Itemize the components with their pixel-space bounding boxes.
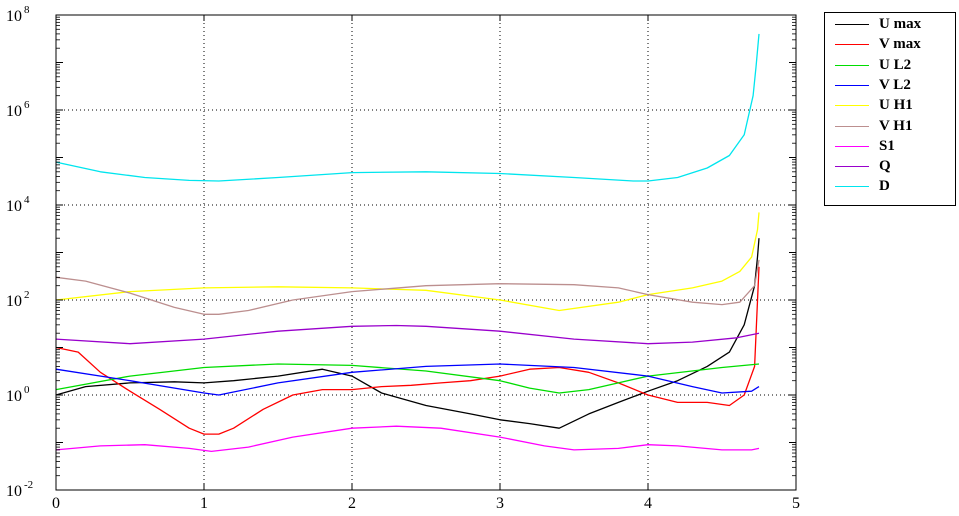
legend-label: S1 (879, 137, 895, 154)
y-tick-label-exponent: 2 (24, 289, 30, 301)
series-line-u-h1 (55, 212, 760, 312)
legend-swatch (835, 44, 869, 46)
legend-swatch (835, 84, 869, 86)
legend-swatch (835, 145, 869, 147)
legend-swatch (835, 105, 869, 107)
y-tick-label-exponent: 4 (24, 194, 30, 206)
legend-item: V H1 (825, 117, 955, 135)
y-tick-label-exponent: 0 (24, 384, 30, 396)
legend-item: U max (825, 16, 955, 33)
series-line-v-max (55, 266, 760, 435)
legend-item: D (825, 178, 955, 195)
x-tick-label: 3 (496, 495, 504, 512)
x-tick-label: 2 (348, 495, 356, 512)
y-tick-label-base: 10 (6, 198, 22, 215)
y-tick-label-base: 10 (6, 388, 22, 405)
y-tick-label-exponent: 8 (24, 4, 30, 16)
x-tick-label: 1 (200, 495, 208, 512)
legend-item: V max (825, 36, 955, 53)
legend-item: S1 (825, 137, 955, 155)
legend-label: V max (879, 36, 921, 53)
legend-item: U H1 (825, 97, 955, 114)
legend-label: V H1 (879, 117, 913, 134)
x-tick-label: 4 (644, 495, 652, 512)
y-tick-label-base: 10 (6, 103, 22, 120)
series-line-v-h1 (55, 259, 760, 315)
legend-label: U max (879, 16, 922, 32)
series-line-s1 (55, 425, 760, 453)
legend-swatch (835, 125, 869, 127)
legend-item: Q (825, 158, 955, 175)
y-tick-label-base: 10 (6, 293, 22, 310)
axis-ticks (55, 14, 797, 491)
plot-frame (55, 14, 797, 491)
series-line-d (55, 33, 760, 182)
legend-swatch (835, 64, 869, 66)
x-tick-label: 5 (792, 495, 800, 512)
series-line-u-max (55, 238, 760, 429)
y-tick-label-exponent: 6 (24, 99, 30, 111)
legend-swatch (835, 186, 869, 188)
y-tick-label-base: 10 (6, 8, 22, 25)
legend-label: V L2 (879, 76, 911, 93)
legend-label: Q (879, 158, 891, 175)
series-line-q (55, 324, 760, 345)
legend-swatch (835, 24, 869, 25)
grid (56, 15, 796, 490)
legend: U max V max U L2 V L2 U H1 V H1 S1 Q D (824, 12, 956, 206)
legend-label: U H1 (879, 97, 913, 114)
legend-item: U L2 (825, 56, 955, 74)
legend-swatch (835, 166, 869, 168)
y-tick-label-base: 10 (6, 483, 22, 500)
legend-label: D (879, 178, 890, 195)
legend-item: V L2 (825, 76, 955, 94)
x-tick-label: 0 (52, 495, 60, 512)
series-lines (55, 33, 760, 453)
plot-border (55, 14, 797, 491)
legend-label: U L2 (879, 56, 912, 73)
series-line-v-l2 (55, 363, 760, 396)
y-tick-label-exponent: -2 (24, 479, 33, 491)
